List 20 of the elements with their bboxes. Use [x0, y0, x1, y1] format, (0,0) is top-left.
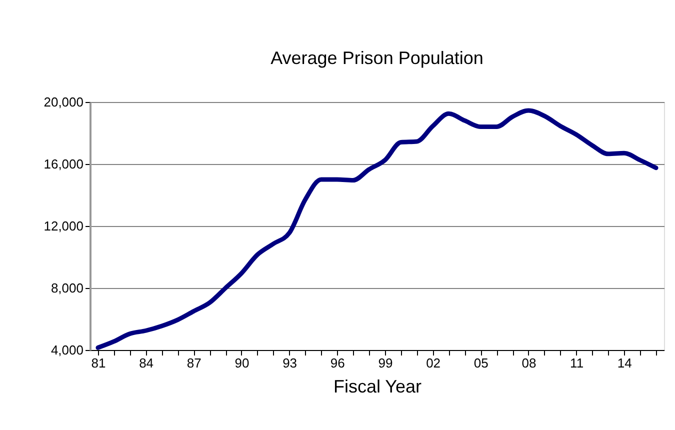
x-tick-label: 14	[617, 356, 632, 370]
x-tick-label: 90	[234, 356, 250, 370]
chart-title: Average Prison Population	[270, 48, 484, 68]
x-tick-label: 93	[282, 356, 298, 370]
y-tick-label: 16,000	[44, 156, 84, 172]
x-tick-label: 84	[139, 356, 154, 370]
y-tick-label: 12,000	[44, 218, 84, 234]
x-tick-label: 96	[330, 356, 345, 370]
y-tick-label: 20,000	[44, 94, 84, 110]
y-tick-label: 4,000	[50, 342, 84, 358]
line-series	[96, 108, 658, 350]
x-tick-label: 02	[426, 356, 441, 370]
x-tick-label: 81	[91, 356, 106, 370]
x-tick-label: 99	[378, 356, 393, 370]
x-tick-label: 05	[474, 356, 488, 370]
x-tick-label: 11	[570, 356, 584, 370]
y-tick-label: 8,000	[50, 280, 84, 296]
x-tick-label: 08	[522, 356, 536, 370]
x-axis-title: Fiscal Year	[333, 376, 422, 396]
x-tick-label: 87	[186, 356, 202, 370]
